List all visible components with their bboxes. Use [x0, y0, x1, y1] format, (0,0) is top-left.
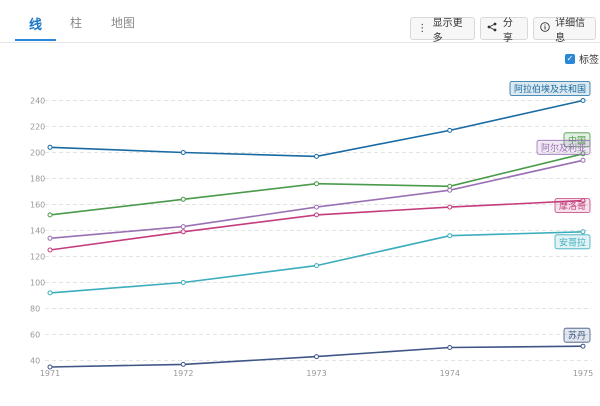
- x-tick-label: 1975: [573, 369, 593, 378]
- series-end-label: 安哥拉: [559, 236, 586, 248]
- data-point: [180, 280, 186, 285]
- series-line: [49, 159, 584, 240]
- data-point: [314, 181, 319, 187]
- series-end-label-box: [563, 132, 591, 148]
- info-icon: [540, 22, 550, 35]
- data-point: [180, 229, 186, 235]
- y-tick-label: 120: [30, 253, 45, 262]
- y-tick-label: 220: [30, 123, 45, 132]
- label-toggle-text: 标签: [579, 55, 599, 66]
- y-tick-label: 180: [30, 175, 45, 184]
- series-end-label: 摩洛哥: [559, 200, 586, 212]
- data-point: [447, 345, 453, 350]
- data-point: [580, 157, 586, 163]
- y-tick-label: 80: [30, 305, 40, 314]
- label-checkbox[interactable]: ✓: [565, 53, 575, 64]
- data-point: [47, 290, 53, 296]
- share-icon: [487, 22, 498, 35]
- data-point: [314, 204, 319, 210]
- data-point: [180, 196, 186, 202]
- share-label: 分享: [502, 17, 513, 44]
- series-end-label-box: [509, 81, 591, 96]
- data-point: [580, 343, 586, 349]
- data-point: [314, 263, 319, 269]
- y-tick-label: 40: [30, 357, 40, 366]
- series-end-label-box: [554, 234, 591, 250]
- x-tick-label: 1971: [40, 369, 60, 378]
- data-point: [47, 235, 53, 241]
- data-point: [447, 187, 453, 193]
- data-point: [314, 153, 319, 159]
- x-tick-label: 1974: [440, 369, 460, 378]
- y-tick-label: 160: [30, 201, 45, 210]
- x-tick-label: 1972: [173, 369, 193, 378]
- data-point: [580, 151, 586, 157]
- y-tick-label: 100: [30, 279, 45, 288]
- line-chart: 40 60 80 100 120 140 160 180 200 220 240 1971 1972 19…: [30, 81, 593, 378]
- label-toggle[interactable]: ✓ 标签: [565, 51, 599, 66]
- show-more-label: 显示更多: [432, 17, 463, 44]
- data-point: [314, 354, 319, 360]
- data-point: [447, 204, 453, 210]
- data-point: [47, 144, 53, 150]
- data-point: [580, 229, 586, 235]
- tab-bar[interactable]: 柱: [70, 16, 83, 30]
- details-button[interactable]: 详细信息: [533, 17, 596, 44]
- y-tick-label: 240: [30, 97, 45, 106]
- series-line: [49, 99, 584, 158]
- data-point: [580, 98, 586, 103]
- data-point: [47, 364, 53, 370]
- data-point: [180, 224, 186, 230]
- more-vertical-icon: ⋮: [417, 23, 428, 34]
- top-strip: [0, 0, 600, 6]
- series-line: [49, 231, 584, 294]
- series-end-label: 阿尔及利亚: [541, 142, 586, 154]
- series-end-label-box: [536, 139, 591, 155]
- active-tab-indicator: [15, 39, 56, 41]
- data-point: [314, 212, 319, 218]
- details-label: 详细信息: [555, 17, 586, 44]
- y-tick-label: 200: [30, 149, 45, 158]
- data-point: [47, 212, 53, 218]
- y-tick-label: 140: [30, 227, 45, 236]
- share-button[interactable]: 分享: [480, 17, 528, 44]
- series-end-label-box: [554, 198, 591, 214]
- tab-map[interactable]: 地图: [111, 16, 136, 30]
- view-tabs: 线 柱 地图 ⋮ 显示更多 分享 详细信息: [0, 6, 600, 44]
- x-tick-label: 1973: [306, 369, 326, 378]
- tab-line[interactable]: 线: [29, 18, 43, 33]
- series-end-label-box: [563, 327, 591, 343]
- data-point: [447, 233, 453, 239]
- data-point: [47, 247, 53, 253]
- data-point: [180, 361, 186, 367]
- data-point: [180, 150, 186, 155]
- y-tick-label: 60: [30, 331, 40, 340]
- data-point: [447, 127, 453, 133]
- series-end-label: 阿拉伯埃及共和国: [514, 83, 586, 95]
- show-more-button[interactable]: ⋮ 显示更多: [410, 17, 475, 44]
- series-end-label: 苏丹: [568, 330, 586, 342]
